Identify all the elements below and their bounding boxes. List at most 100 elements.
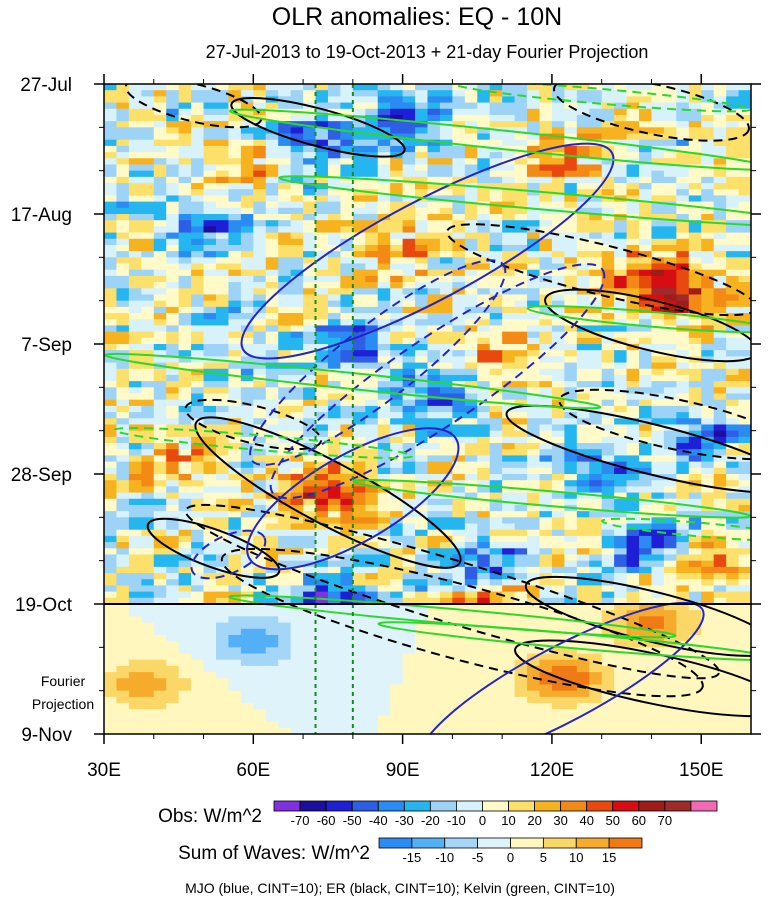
heat-cell — [651, 152, 665, 159]
heat-cell — [265, 368, 279, 376]
heat-cell — [663, 294, 677, 302]
heat-cell — [166, 443, 180, 450]
heat-cell — [601, 337, 615, 345]
heat-cell — [265, 214, 279, 221]
heat-cell — [228, 449, 242, 457]
heat-cell — [539, 443, 553, 450]
heat-cell — [178, 145, 192, 153]
heat-cell — [215, 529, 230, 537]
heat-cell — [265, 647, 279, 655]
heat-cell — [315, 659, 329, 667]
heat-cell — [128, 678, 142, 686]
heat-cell — [452, 517, 466, 525]
heat-cell — [377, 275, 391, 283]
heat-cell — [278, 158, 292, 166]
heat-cell — [651, 176, 665, 184]
heat-cell — [215, 486, 230, 494]
heat-cell — [352, 653, 366, 661]
heat-cell — [228, 443, 242, 450]
heat-cell — [352, 535, 366, 543]
heat-cell — [128, 331, 142, 339]
heat-cell — [415, 585, 429, 593]
heat-cell — [489, 220, 503, 227]
heat-cell — [166, 399, 180, 407]
heat-cell — [290, 238, 304, 246]
heat-cell — [166, 387, 180, 395]
heat-cell — [514, 294, 528, 302]
heat-cell — [253, 214, 267, 221]
heat-cell — [315, 350, 329, 357]
heat-cell — [502, 430, 516, 438]
heat-cell — [626, 244, 640, 252]
heat-cell — [477, 313, 491, 320]
heat-cell — [651, 164, 665, 172]
heat-cell — [726, 368, 740, 376]
heat-cell — [464, 498, 478, 506]
heat-cell — [539, 449, 553, 457]
heat-cell — [489, 368, 503, 376]
heat-cell — [489, 535, 503, 543]
heat-cell — [539, 399, 553, 407]
heat-cell — [738, 170, 751, 178]
heat-cell — [551, 102, 565, 110]
heat-cell — [651, 591, 665, 599]
heat-cell — [128, 418, 142, 426]
heat-cell — [178, 672, 192, 679]
heat-cell — [128, 535, 142, 543]
heat-cell — [178, 313, 192, 320]
heat-cell — [340, 424, 354, 432]
heat-cell — [564, 554, 578, 562]
heat-cell — [614, 275, 628, 283]
heat-cell — [464, 344, 478, 351]
heat-cell — [352, 467, 366, 475]
heat-cell — [402, 591, 416, 599]
heat-cell — [215, 560, 230, 568]
heat-cell — [303, 653, 317, 661]
heat-cell — [439, 399, 453, 407]
heat-cell — [128, 659, 142, 667]
heat-cell — [502, 628, 516, 636]
heat-cell — [340, 145, 354, 153]
heat-cell — [128, 628, 142, 636]
heat-cell — [464, 548, 478, 556]
heat-cell — [738, 282, 751, 289]
heat-cell — [676, 220, 690, 227]
heat-cell — [340, 616, 354, 624]
heat-cell — [402, 647, 416, 655]
heat-cell — [639, 269, 653, 277]
heat-cell — [116, 628, 130, 636]
heat-cell — [228, 616, 242, 624]
heat-cell — [564, 170, 578, 178]
heat-cell — [153, 653, 167, 661]
heat-cell — [527, 566, 541, 574]
heat-cell — [116, 306, 130, 314]
heat-cell — [402, 634, 416, 642]
heat-cell — [327, 275, 341, 283]
heat-cell — [539, 387, 553, 395]
heat-cell — [539, 350, 553, 357]
heat-cell — [713, 523, 727, 531]
heat-cell — [141, 548, 155, 556]
heat-cell — [215, 665, 230, 673]
heat-cell — [228, 461, 242, 469]
heat-cell — [427, 381, 441, 388]
heat-cell — [191, 634, 205, 642]
heat-cell — [626, 480, 640, 487]
heat-cell — [365, 455, 379, 463]
heat-cell — [141, 158, 155, 166]
heat-cell — [452, 356, 466, 364]
heat-cell — [104, 195, 118, 203]
heat-cell — [265, 195, 279, 203]
heat-cell — [104, 244, 118, 252]
heat-cell — [104, 164, 118, 172]
heat-cell — [701, 374, 715, 382]
heat-cell — [614, 176, 628, 184]
heat-cell — [203, 418, 217, 426]
heat-cell — [514, 387, 528, 395]
heat-cell — [527, 659, 541, 667]
heat-cell — [713, 480, 727, 487]
heat-cell — [464, 573, 478, 580]
heat-cell — [352, 381, 366, 388]
heat-cell — [315, 331, 329, 339]
heat-cell — [539, 467, 553, 475]
